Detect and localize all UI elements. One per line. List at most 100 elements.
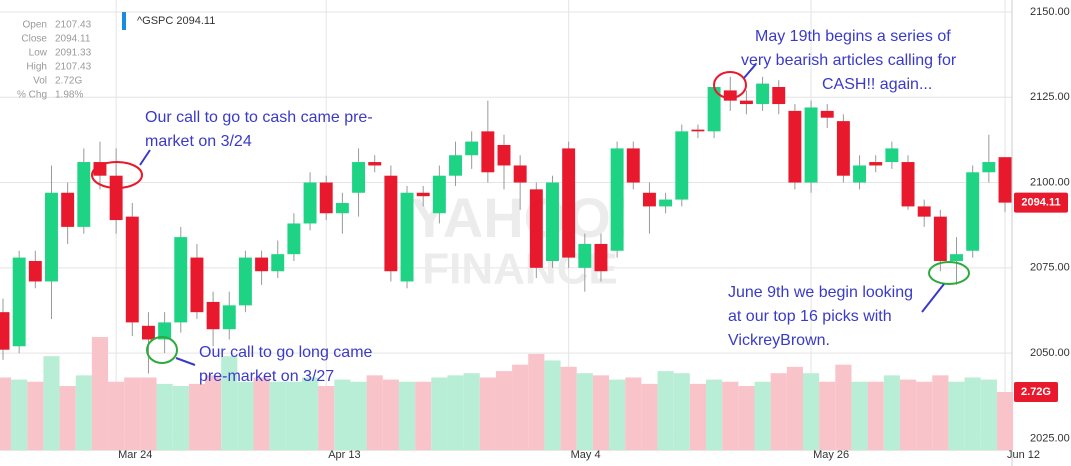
candle-body xyxy=(756,83,770,105)
candle-body xyxy=(788,110,802,183)
pointer xyxy=(175,357,196,366)
annotation: May 19th begins a series of very bearish… xyxy=(741,28,961,93)
candle-body xyxy=(141,325,155,340)
pointer xyxy=(139,149,151,166)
candle-body xyxy=(449,155,462,176)
candle-body xyxy=(691,129,705,132)
candle-body xyxy=(384,175,398,272)
volume-bar xyxy=(59,386,76,450)
y-tick-label: 2050.00 xyxy=(1030,347,1070,359)
candle-body xyxy=(352,162,366,193)
info-label: % Chg xyxy=(17,90,47,101)
highlight-circle xyxy=(928,261,970,285)
volume-bar xyxy=(43,356,60,450)
symbol-label: ^GSPC 2094.11 xyxy=(137,15,215,27)
annotation-line: CASH!! again... xyxy=(822,76,932,93)
y-tick-label: 2100.00 xyxy=(1030,176,1070,188)
candle-body xyxy=(820,110,834,118)
volume-bar xyxy=(592,375,610,450)
volume-bar xyxy=(285,381,302,450)
volume-bar xyxy=(447,375,464,450)
candle-body xyxy=(885,148,899,163)
candle-body xyxy=(93,162,107,176)
volume-bar xyxy=(11,379,28,450)
volume-bar xyxy=(948,381,965,450)
x-tick-label: Apr 13 xyxy=(328,449,360,461)
volume-bar xyxy=(576,373,593,450)
price-tag-box xyxy=(1014,192,1068,213)
candle-body xyxy=(238,257,252,306)
candle-body xyxy=(0,312,10,350)
candle-body xyxy=(626,148,640,183)
candle-body xyxy=(335,202,349,214)
candle-body xyxy=(28,260,42,282)
candle-body xyxy=(303,182,317,224)
info-label: Vol xyxy=(33,76,47,87)
volume-bar xyxy=(560,366,577,450)
candle-body xyxy=(61,192,75,227)
candle-body xyxy=(529,189,543,268)
x-tick-label: May 26 xyxy=(813,449,849,461)
highlight-circle xyxy=(91,161,143,189)
volume-bar xyxy=(269,381,286,450)
volume-bar xyxy=(657,371,674,450)
info-value: 2107.43 xyxy=(55,20,92,31)
candle-body xyxy=(772,86,786,105)
volume-bar xyxy=(673,373,690,450)
candle-body xyxy=(77,162,91,227)
volume-bar xyxy=(770,373,787,450)
candle-body xyxy=(45,192,58,282)
info-value: 2091.33 xyxy=(55,48,92,59)
volume-bar xyxy=(609,379,626,450)
volume-bar xyxy=(802,373,820,450)
annotation-line: at our top 16 picks with xyxy=(728,308,892,325)
annotation-line: very bearish articles calling for xyxy=(741,52,957,69)
candle-body xyxy=(933,216,947,261)
annotation: Our call to go long came pre-market on 3… xyxy=(199,344,377,385)
candle-body xyxy=(966,172,980,251)
info-value: 1.98% xyxy=(55,90,83,101)
volume-bar xyxy=(188,383,206,450)
annotation: Our call to go to cash came pre- market … xyxy=(145,109,377,150)
candle-body xyxy=(190,257,204,313)
info-value: 2107.43 xyxy=(55,62,92,73)
volume-bar xyxy=(172,386,189,450)
candle-body xyxy=(594,243,608,272)
candle-body xyxy=(739,100,753,105)
info-label: Open xyxy=(23,20,47,31)
volume-bar xyxy=(544,360,561,450)
candle-body xyxy=(481,131,495,173)
volume-bar xyxy=(754,381,771,450)
volume-bar xyxy=(350,381,367,450)
info-value: 2094.11 xyxy=(55,34,91,45)
volume-bar xyxy=(237,381,254,450)
volume-bar xyxy=(738,386,755,450)
candle-body xyxy=(271,254,285,272)
pointer xyxy=(921,283,945,313)
volume-tag-box xyxy=(1014,381,1058,402)
candle-body xyxy=(174,237,188,323)
candle-body xyxy=(206,301,220,330)
volume-bar xyxy=(722,381,739,450)
volume-bar xyxy=(366,375,383,450)
volume-bar xyxy=(382,379,399,450)
candle-body xyxy=(901,162,915,207)
volume-bar xyxy=(932,375,949,450)
annotation-line: Our call to go long came xyxy=(199,344,373,361)
volume-bar xyxy=(140,377,157,450)
highlight-circle xyxy=(146,336,178,364)
candle-body xyxy=(610,148,624,251)
info-label: Low xyxy=(29,48,48,59)
symbol-marker xyxy=(122,12,126,30)
volume-bar xyxy=(415,381,432,450)
volume-bar xyxy=(528,354,545,450)
volume-bar xyxy=(851,381,868,450)
highlight-circle xyxy=(713,71,747,99)
volume-bar xyxy=(91,336,109,450)
candle-body xyxy=(998,157,1012,203)
x-tick-label: Jun 12 xyxy=(1007,449,1040,461)
volume-bar xyxy=(75,375,92,450)
candle-body xyxy=(287,223,301,255)
annotation-line: pre-market on 3/27 xyxy=(199,368,334,385)
